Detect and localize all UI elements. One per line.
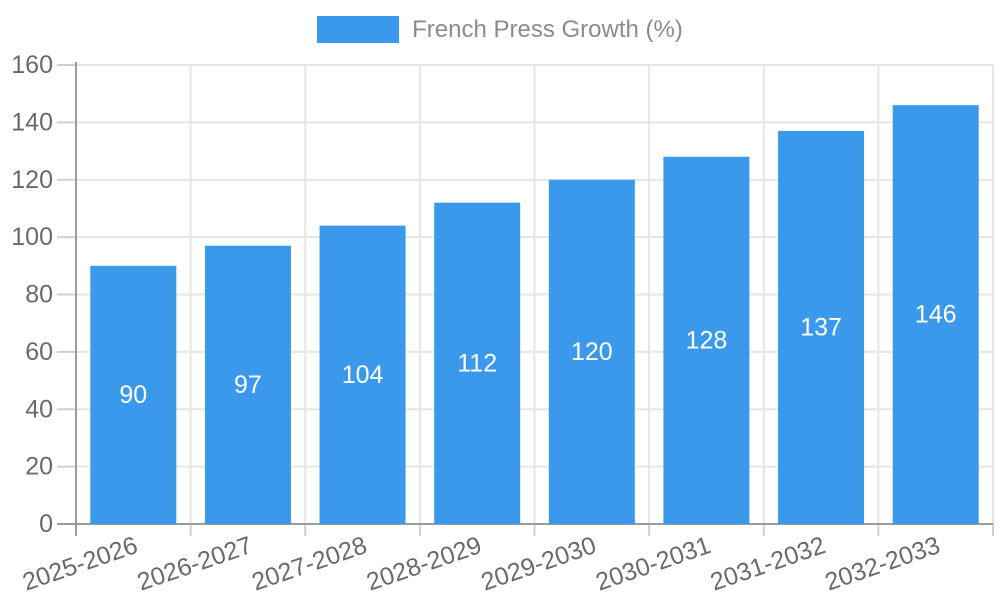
bar-value-label: 90 bbox=[119, 381, 147, 409]
y-tick-label: 120 bbox=[11, 166, 53, 194]
bar[interactable] bbox=[90, 265, 177, 524]
y-tick-label: 100 bbox=[11, 223, 53, 251]
y-tick-label: 80 bbox=[25, 281, 53, 309]
bar[interactable] bbox=[892, 105, 979, 524]
bar-value-label: 120 bbox=[571, 338, 613, 366]
bar[interactable] bbox=[663, 156, 750, 525]
bar[interactable] bbox=[319, 225, 406, 524]
bar-value-label: 137 bbox=[800, 313, 842, 341]
bar[interactable] bbox=[548, 179, 635, 524]
y-tick-label: 60 bbox=[25, 338, 53, 366]
x-tick-label: 2026-2027 bbox=[134, 531, 256, 596]
x-tick-label: 2030-2031 bbox=[592, 531, 714, 596]
x-tick-label: 2032-2033 bbox=[821, 531, 943, 596]
y-tick-label: 0 bbox=[39, 510, 53, 538]
x-tick-label: 2031-2032 bbox=[707, 531, 829, 596]
bar-value-label: 97 bbox=[234, 371, 262, 399]
x-tick-label: 2025-2026 bbox=[19, 531, 141, 596]
legend-swatch bbox=[317, 16, 400, 43]
legend-label: French Press Growth (%) bbox=[412, 16, 683, 43]
bar[interactable] bbox=[778, 130, 865, 524]
y-tick-label: 140 bbox=[11, 108, 53, 136]
bar-value-label: 146 bbox=[915, 301, 957, 329]
x-tick-label: 2028-2029 bbox=[363, 531, 485, 596]
y-tick-label: 160 bbox=[11, 51, 53, 79]
bar[interactable] bbox=[204, 245, 291, 524]
chart-legend[interactable]: French Press Growth (%) bbox=[0, 16, 1000, 43]
y-tick-label: 20 bbox=[25, 453, 53, 481]
bar-value-label: 112 bbox=[457, 349, 497, 377]
x-tick-label: 2029-2030 bbox=[478, 531, 600, 596]
bar[interactable] bbox=[434, 202, 521, 524]
y-tick-label: 40 bbox=[25, 395, 53, 423]
bar-value-label: 104 bbox=[342, 361, 384, 389]
bar-value-label: 128 bbox=[686, 326, 728, 354]
x-tick-label: 2027-2028 bbox=[248, 531, 370, 596]
